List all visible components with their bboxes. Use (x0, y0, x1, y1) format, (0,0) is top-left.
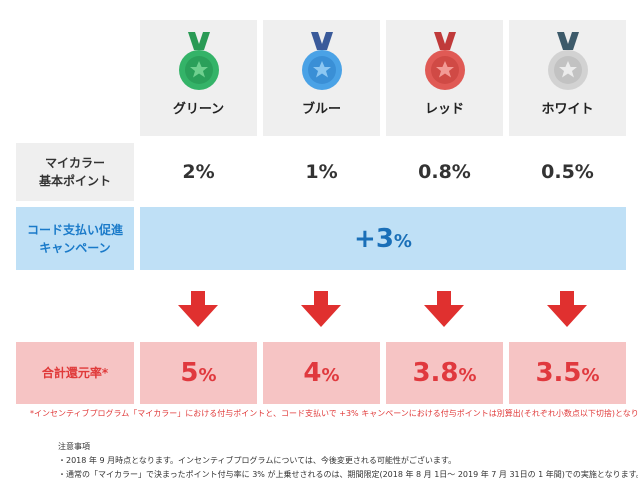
footnote: *インセンティブプログラム「マイカラー」における付与ポイントと、コード支払いで … (30, 409, 638, 418)
campaign-label-line1: コード支払い促進 (26, 222, 123, 237)
base-percent: 0.8% (418, 161, 471, 183)
total-value-green: 5% (140, 342, 257, 404)
total-label-text: 合計還元率* (41, 366, 109, 380)
down-arrow-icon (178, 291, 218, 327)
base-percent: 1% (305, 161, 338, 183)
base-label-line1: マイカラー (44, 156, 105, 170)
base-percent: 0.5% (541, 161, 594, 183)
tier-name-blue: ブルー (301, 102, 341, 117)
campaign-label: コード支払い促進 キャンペーン (16, 207, 134, 270)
red-medal-icon (424, 32, 465, 90)
notes-section: 注意事項 ・2018 年 9 月時点となります。インセンティブプログラムについて… (58, 440, 638, 482)
total-percent: 5% (180, 358, 217, 388)
tier-header-blue: ブルー (263, 20, 380, 136)
down-arrow-icon (547, 291, 587, 327)
tier-name-red: レッド (424, 102, 464, 117)
campaign-label-line2: キャンペーン (39, 240, 111, 255)
base-percent: 2% (182, 161, 215, 183)
total-value-blue: 4% (263, 342, 380, 404)
blue-medal-icon (301, 32, 342, 90)
tier-header-red: レッド (386, 20, 503, 136)
down-arrow-icon (424, 291, 464, 327)
total-percent: 3.5% (535, 358, 600, 388)
base-points-label: マイカラー 基本ポイント (16, 143, 134, 201)
campaign-value: +3% (354, 223, 412, 254)
tier-name-green: グリーン (172, 102, 225, 117)
white-medal-icon (547, 32, 588, 90)
tier-header-green: グリーン (140, 20, 257, 136)
base-value-red: 0.8% (386, 143, 503, 201)
total-percent: 4% (303, 358, 340, 388)
notes-item: ・2018 年 9 月時点となります。インセンティブプログラムについては、今後変… (58, 456, 457, 465)
green-medal-icon (178, 32, 219, 90)
notes-item: ・通常の「マイカラー」で決まったポイント付与率に 3% が上乗せされるのは、期間… (58, 470, 638, 479)
base-value-blue: 1% (263, 143, 380, 201)
total-value-red: 3.8% (386, 342, 503, 404)
tier-header-white: ホワイト (509, 20, 626, 136)
tier-name-white: ホワイト (541, 102, 594, 117)
notes-title: 注意事項 (58, 442, 90, 451)
base-value-green: 2% (140, 143, 257, 201)
total-rate-label: 合計還元率* (16, 342, 134, 404)
down-arrow-icon (301, 291, 341, 327)
total-percent: 3.8% (412, 358, 477, 388)
base-label-line2: 基本ポイント (38, 174, 111, 188)
total-value-white: 3.5% (509, 342, 626, 404)
base-value-white: 0.5% (509, 143, 626, 201)
campaign-value-banner: +3% (140, 207, 626, 270)
